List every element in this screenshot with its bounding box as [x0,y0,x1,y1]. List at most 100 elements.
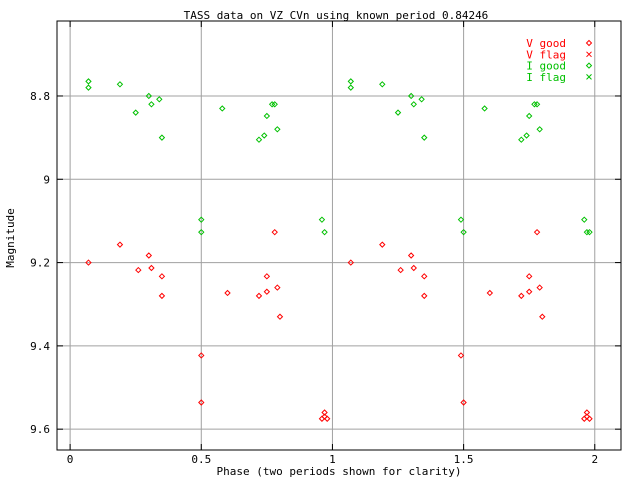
data-point [421,273,428,280]
data-point [135,266,142,274]
data-point [394,109,402,116]
data-point [410,101,417,108]
data-point [533,228,541,236]
data-point [274,284,281,291]
data-point [379,81,386,88]
data-point [148,101,155,108]
data-point [457,352,465,359]
data-point [271,101,278,108]
data-point [255,292,263,300]
x-tick-label: 1.5 [454,453,474,466]
data-point [198,399,205,406]
data-point [410,264,417,272]
axis-ticks: 0 0.5 1 1.5 2 8.8 9 9.2 9.4 9.6 [30,21,621,466]
data-point [457,216,465,223]
data-point [523,132,530,139]
y-tick-label: 9.4 [30,340,50,353]
data-point [323,415,331,422]
data-point [536,284,543,291]
data-point [85,84,92,91]
data-point [158,292,166,300]
data-point [347,259,355,266]
legend-marker [585,39,593,47]
data-point [145,252,153,259]
data-point [116,241,124,248]
data-point [263,273,271,280]
data-point [525,112,533,120]
data-point [525,273,533,280]
data-point [486,289,494,297]
legend-label: I flag [526,71,566,84]
x-tick-label: 1 [329,453,336,466]
y-tick-label: 8.8 [30,90,50,103]
data-point [158,273,166,280]
chart-title: TASS data on VZ CVn using known period 0… [184,9,489,22]
data-point [347,78,355,85]
data-point [421,292,428,300]
data-point [132,109,139,116]
y-tick-label: 9.2 [30,257,50,270]
data-point [407,92,415,100]
y-tick-label: 9 [43,173,50,186]
plot-frame [56,20,622,451]
data-point [219,105,226,112]
legend-marker [586,74,592,80]
data-point [198,228,205,236]
data-point [198,352,205,359]
data-point [533,101,541,108]
data-point [85,78,92,85]
data-point [460,228,467,236]
x-tick-label: 0 [67,453,74,466]
data-point [224,289,231,297]
y-tick-label: 9.6 [30,423,50,436]
data-point [198,216,205,223]
data-point [158,134,166,141]
data-point [145,92,153,100]
data-point [263,112,271,120]
data-point [581,216,588,223]
data-point [407,252,415,259]
legend-label: V flag [526,48,566,61]
data-point [586,415,593,422]
data-point [460,399,467,406]
legend-marker [585,62,593,69]
data-point [481,105,488,112]
x-tick-label: 0.5 [191,453,211,466]
series-v-good [85,228,593,422]
legend-label: I good [526,60,566,73]
series-i-good [85,78,593,236]
data-point [518,292,525,300]
data-point [583,228,591,236]
data-point [418,96,425,103]
data-point [539,313,546,320]
data-point [421,134,428,141]
x-tick-label: 2 [591,453,598,466]
data-point [276,313,284,320]
data-point [525,288,533,295]
data-point [586,228,593,236]
data-point [321,409,328,416]
data-point [347,84,355,91]
data-point [263,288,271,295]
data-point [379,241,386,248]
data-point [397,266,404,274]
data-point [583,409,591,416]
data-point [261,132,268,139]
data-point [518,136,525,143]
data-point [321,228,328,236]
data-point [255,136,263,143]
data-point [148,264,155,272]
data-point [536,126,543,133]
y-axis-label: Magnitude [4,208,17,268]
data-point [318,216,326,223]
data-point [85,259,92,266]
legend-label: V good [526,37,566,50]
legend-marker [586,51,592,58]
data-point [156,96,163,103]
data-point [274,126,281,133]
data-point [268,101,276,108]
data-point [531,101,538,108]
data-point [271,228,278,236]
